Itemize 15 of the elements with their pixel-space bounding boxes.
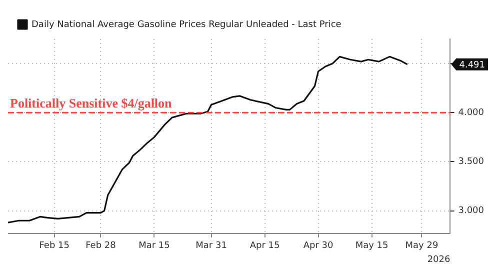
x-axis-title: 2026 xyxy=(427,254,451,265)
x-tick-label: May 15 xyxy=(355,241,388,252)
x-tick-label: Feb 28 xyxy=(86,241,116,252)
x-tick-label: Mar 15 xyxy=(138,241,170,252)
x-tick-label: Apr 30 xyxy=(303,241,334,252)
x-tick-label: Feb 15 xyxy=(39,241,70,252)
x-tick-label: May 29 xyxy=(405,241,438,252)
y-tick-label: 3.000 xyxy=(458,206,484,216)
text: 4.491 xyxy=(459,60,485,70)
ref-line-label: Politically Sensitive $4/gallon xyxy=(10,95,173,110)
legend-label: Daily National Average Gasoline Prices Regular Unleaded - Last Price xyxy=(32,20,342,30)
y-tick-label: 4.000 xyxy=(458,108,484,118)
x-tick-label: Mar 31 xyxy=(196,241,227,252)
y-tick-label: 3.500 xyxy=(458,157,484,168)
x-tick-label: Apr 15 xyxy=(250,241,280,252)
